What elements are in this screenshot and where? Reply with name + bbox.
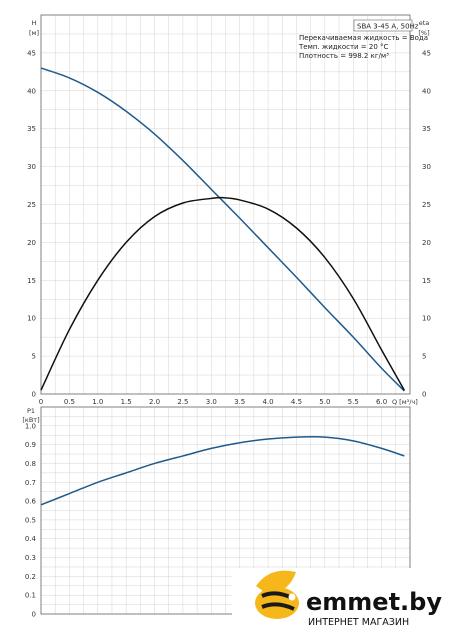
top-series xyxy=(40,67,405,392)
x-tick-label: 3.0 xyxy=(206,398,217,406)
y-tick-label: 15 xyxy=(27,277,36,285)
x-tick-label: 6.0 xyxy=(376,398,387,406)
top-plot-frame xyxy=(40,14,411,395)
y-tick-label: 40 xyxy=(27,87,36,95)
top-x-tick-labels: 0 0.5 1.0 1.5 2.0 2.5 3.0 3.5 4.0 4.5 5.0 5.5 6.0 xyxy=(39,398,387,406)
x-tick-label: 4.5 xyxy=(291,398,302,406)
y-tick-label: 5 xyxy=(32,353,36,361)
x-tick-label: 4.0 xyxy=(263,398,274,406)
y2-tick-label: 15 xyxy=(422,277,431,285)
y2-axis-unit-eta: [%] xyxy=(418,29,429,37)
y-tick-label: 0.2 xyxy=(25,573,36,581)
y2-tick-label: 25 xyxy=(422,201,431,209)
x-tick-label: 1.0 xyxy=(92,398,103,406)
y2-tick-label: 0 xyxy=(422,391,426,399)
top-y-tick-labels-right: 0 5 10 15 20 25 30 35 40 45 xyxy=(422,49,431,398)
y-tick-label: 1.0 xyxy=(25,422,36,430)
power-curve xyxy=(40,436,405,506)
x-tick-label: 2.5 xyxy=(177,398,188,406)
y-tick-label: 20 xyxy=(27,239,36,247)
y-tick-label: 45 xyxy=(27,49,36,57)
watermark-tagline: ИНТЕРНЕТ МАГАЗИН xyxy=(308,617,409,628)
watermark-brand: emmet.by xyxy=(306,588,442,616)
top-grid xyxy=(40,14,411,395)
y-axis-label-h: H xyxy=(32,19,37,27)
y-tick-label: 0.9 xyxy=(25,441,36,449)
y-tick-label: 0.8 xyxy=(25,460,36,468)
y-tick-label: 25 xyxy=(27,201,36,209)
chart-title: SBA 3-45 A, 50Hz xyxy=(357,23,419,31)
bee-logo-icon xyxy=(255,570,299,619)
y-tick-label: 0 xyxy=(32,611,36,619)
x-tick-label: 2.0 xyxy=(149,398,160,406)
title-box xyxy=(353,19,413,32)
x-tick-label: 5.0 xyxy=(319,398,330,406)
y2-tick-label: 20 xyxy=(422,239,431,247)
x-tick-label: 1.5 xyxy=(121,398,132,406)
y-tick-label: 0.5 xyxy=(25,516,36,524)
bottom-y-tick-labels: 0 0.1 0.2 0.3 0.4 0.5 0.6 0.7 0.8 0.9 1.0 xyxy=(25,422,37,618)
legend-box: SBA 3-45 A, 50Hz Перекачиваемая жидкость… xyxy=(298,19,428,60)
y-tick-label: 35 xyxy=(27,125,36,133)
y-axis-unit-p1: [кВт] xyxy=(22,416,39,424)
x-tick-label: 5.5 xyxy=(348,398,359,406)
head-curve xyxy=(40,67,405,392)
annotation-fluid: Перекачиваемая жидкость = Вода xyxy=(299,34,428,42)
y-tick-label: 0.3 xyxy=(25,554,36,562)
y2-axis-label-eta: eta xyxy=(419,19,430,27)
annotation-density: Плотность = 998.2 кг/м³ xyxy=(299,52,389,60)
y-axis-unit-h: [м] xyxy=(29,29,39,37)
y2-tick-label: 30 xyxy=(422,163,431,171)
y-tick-label: 0 xyxy=(32,391,36,399)
annotation-temperature: Темп. жидкости = 20 °C xyxy=(298,43,389,51)
y-tick-label: 30 xyxy=(27,163,36,171)
head-efficiency-chart: 0 0.5 1.0 1.5 2.0 2.5 3.0 3.5 4.0 4.5 5.0 5.5 6.0 0 5… xyxy=(27,14,431,406)
y2-tick-label: 5 xyxy=(422,353,426,361)
y-axis-label-p1: P1 xyxy=(27,407,35,415)
y2-tick-label: 35 xyxy=(422,125,431,133)
y-tick-label: 0.7 xyxy=(25,479,36,487)
y2-tick-label: 45 xyxy=(422,49,431,57)
y-tick-label: 0.1 xyxy=(25,592,36,600)
y-tick-label: 0.6 xyxy=(25,498,37,506)
y2-tick-label: 10 xyxy=(422,315,431,323)
y-tick-label: 10 xyxy=(27,315,36,323)
x-axis-label-q: Q [м³/ч] xyxy=(392,398,418,406)
x-tick-label: 0 xyxy=(39,398,43,406)
x-tick-label: 0.5 xyxy=(64,398,75,406)
y-tick-label: 0.4 xyxy=(25,535,37,543)
bottom-series xyxy=(40,436,405,506)
y2-tick-label: 40 xyxy=(422,87,431,95)
top-y-tick-labels-left: 0 5 10 15 20 25 30 35 40 45 xyxy=(27,49,36,398)
x-tick-label: 3.5 xyxy=(234,398,245,406)
efficiency-curve xyxy=(40,196,405,391)
bottom-plot-frame xyxy=(40,406,411,615)
emmet-watermark: emmet.by ИНТЕРНЕТ МАГАЗИН xyxy=(232,568,452,640)
